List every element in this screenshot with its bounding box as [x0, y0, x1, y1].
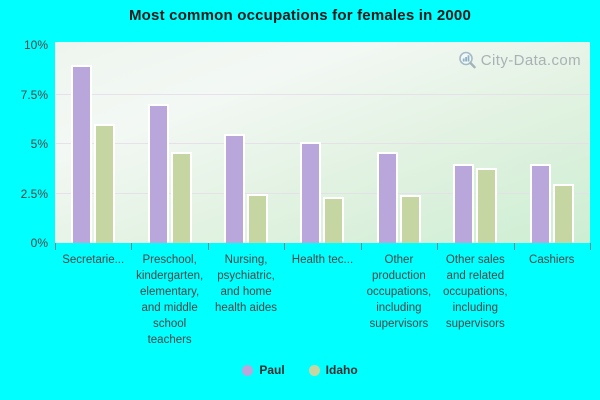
x-axis-tick-6 — [513, 243, 515, 250]
legend-swatch-paul — [242, 364, 254, 376]
bar-paul-1 — [147, 104, 169, 243]
bar-paul-2 — [224, 134, 246, 243]
bar-group-5 — [437, 42, 513, 243]
x-axis-tick-7 — [590, 243, 591, 250]
bar-paul-3 — [300, 142, 322, 243]
bar-group-6 — [514, 42, 590, 243]
x-axis-tick-5 — [437, 243, 439, 250]
legend-item-paul: Paul — [242, 363, 285, 377]
y-axis-tick-label-2.5: 2.5% — [20, 186, 48, 201]
x-axis-tick-0 — [55, 243, 56, 250]
bar-paul-0 — [71, 64, 93, 243]
bar-idaho-5 — [476, 167, 498, 243]
bar-paul-4 — [376, 151, 398, 243]
bar-idaho-6 — [552, 183, 574, 243]
bar-idaho-1 — [170, 151, 192, 243]
y-axis-tick-label-5: 5% — [30, 137, 48, 151]
bar-group-1 — [131, 42, 207, 243]
legend: Paul Idaho — [0, 363, 600, 377]
gridline-2.5 — [55, 192, 590, 194]
category-label-0: Secretarie... — [62, 254, 125, 266]
bar-paul-6 — [529, 163, 551, 243]
bar-idaho-0 — [94, 124, 116, 243]
category-label-4: Other production occupations, including … — [366, 254, 432, 330]
category-label-1: Preschool, kindergarten, elementary, and… — [136, 254, 204, 346]
legend-label-paul: Paul — [259, 363, 285, 377]
y-axis-tick-label-7.5: 7.5% — [20, 87, 48, 102]
bars-container — [55, 42, 590, 243]
bar-group-4 — [361, 42, 437, 243]
bar-paul-5 — [453, 163, 475, 243]
x-axis-tick-2 — [207, 243, 209, 250]
gridline-7.5 — [55, 93, 590, 95]
x-axis-tick-3 — [284, 243, 286, 250]
bar-idaho-4 — [399, 195, 421, 243]
watermark-text: City-Data.com — [480, 52, 581, 69]
bar-idaho-2 — [247, 193, 269, 243]
y-axis-tick-label-0: 0% — [30, 236, 48, 250]
legend-label-idaho: Idaho — [325, 363, 358, 377]
category-label-2: Nursing, psychiatric, and home health ai… — [215, 254, 278, 314]
chart-title: Most common occupations for females in 2… — [128, 7, 471, 24]
gridline-5 — [55, 143, 590, 144]
magnifier-bars-icon — [458, 51, 477, 70]
legend-swatch-idaho — [308, 364, 320, 376]
legend-item-idaho: Idaho — [308, 363, 358, 377]
category-label-3: Health tec... — [291, 254, 354, 266]
x-axis-tick-1 — [131, 243, 133, 250]
watermark: City-Data.com — [458, 51, 581, 70]
category-label-6: Cashiers — [529, 254, 575, 266]
bar-group-0 — [55, 42, 131, 243]
bar-group-2 — [208, 42, 284, 243]
x-axis-tick-4 — [360, 243, 362, 250]
bar-idaho-3 — [323, 197, 345, 243]
x-axis-labels: Secretarie... Preschool, kindergarten, el… — [55, 252, 590, 348]
bar-group-3 — [284, 42, 360, 243]
plot-area: City-Data.com — [55, 42, 590, 243]
y-axis-tick-label-10: 10% — [23, 38, 48, 52]
category-label-5: Other sales and related occupations, inc… — [443, 254, 508, 330]
